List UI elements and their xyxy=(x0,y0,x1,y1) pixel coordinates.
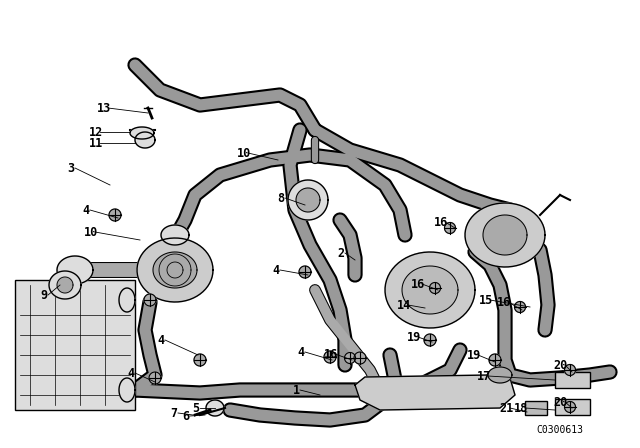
Text: 20: 20 xyxy=(554,396,568,409)
Polygon shape xyxy=(344,353,355,363)
Text: 5: 5 xyxy=(193,401,200,414)
Text: 9: 9 xyxy=(40,289,47,302)
Text: 3: 3 xyxy=(67,161,75,175)
Text: C0300613: C0300613 xyxy=(536,425,584,435)
Text: 16: 16 xyxy=(434,215,448,228)
Text: 4: 4 xyxy=(157,333,164,346)
Bar xyxy=(15,280,135,410)
Polygon shape xyxy=(161,225,189,245)
Polygon shape xyxy=(355,375,515,410)
Text: 1: 1 xyxy=(292,383,300,396)
Polygon shape xyxy=(57,277,73,293)
Polygon shape xyxy=(194,354,206,366)
Polygon shape xyxy=(149,372,161,384)
Text: 4: 4 xyxy=(298,345,305,358)
Polygon shape xyxy=(489,354,501,366)
Text: 6: 6 xyxy=(182,409,189,422)
Polygon shape xyxy=(135,132,155,148)
Bar xyxy=(555,372,590,388)
Text: 11: 11 xyxy=(89,137,103,150)
Text: 10: 10 xyxy=(237,146,251,159)
Bar xyxy=(525,401,547,415)
Text: 19: 19 xyxy=(467,349,481,362)
Polygon shape xyxy=(119,378,135,402)
Polygon shape xyxy=(488,367,512,383)
Text: 2: 2 xyxy=(337,246,344,259)
Polygon shape xyxy=(288,180,328,220)
Text: 16: 16 xyxy=(324,348,338,361)
Polygon shape xyxy=(109,209,121,221)
Polygon shape xyxy=(49,271,81,299)
Polygon shape xyxy=(424,334,436,346)
Polygon shape xyxy=(564,365,575,375)
Polygon shape xyxy=(296,188,320,212)
Polygon shape xyxy=(119,288,135,312)
Polygon shape xyxy=(130,127,154,139)
Text: 16: 16 xyxy=(497,296,511,309)
Text: 17: 17 xyxy=(477,370,491,383)
Text: 8: 8 xyxy=(277,191,285,204)
Text: 16: 16 xyxy=(411,277,425,290)
Text: 15: 15 xyxy=(479,293,493,306)
Text: 7: 7 xyxy=(170,406,177,419)
Polygon shape xyxy=(445,223,456,233)
Polygon shape xyxy=(515,302,525,313)
Polygon shape xyxy=(153,252,197,288)
Text: 20: 20 xyxy=(554,358,568,371)
Polygon shape xyxy=(137,238,213,302)
Text: 13: 13 xyxy=(97,102,111,115)
Polygon shape xyxy=(564,401,575,413)
Text: 4: 4 xyxy=(127,366,134,379)
Polygon shape xyxy=(385,252,475,328)
Text: 12: 12 xyxy=(89,125,103,138)
Text: 19: 19 xyxy=(407,331,421,344)
Polygon shape xyxy=(324,351,336,363)
Text: 21: 21 xyxy=(499,401,513,414)
Text: 4: 4 xyxy=(83,203,90,216)
Bar xyxy=(555,399,590,415)
Polygon shape xyxy=(483,215,527,255)
Polygon shape xyxy=(299,266,311,278)
Text: 18: 18 xyxy=(514,401,528,414)
Polygon shape xyxy=(465,203,545,267)
Polygon shape xyxy=(206,400,224,416)
Polygon shape xyxy=(402,266,458,314)
Text: 4: 4 xyxy=(273,263,280,276)
Text: 14: 14 xyxy=(397,298,411,311)
Polygon shape xyxy=(354,352,366,364)
Polygon shape xyxy=(429,283,440,293)
Polygon shape xyxy=(57,256,93,284)
Text: 10: 10 xyxy=(84,225,98,238)
Polygon shape xyxy=(144,294,156,306)
